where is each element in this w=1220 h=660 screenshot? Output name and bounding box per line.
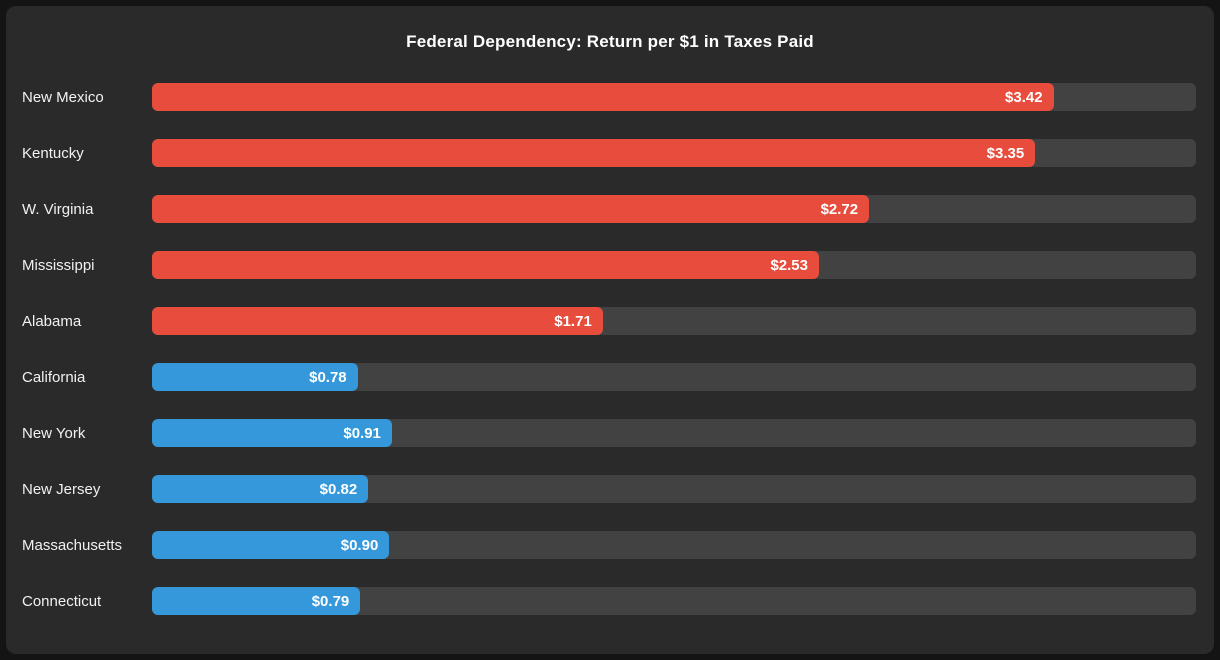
category-label: Alabama — [22, 312, 82, 330]
bar-row: Kentucky $3.35 — [6, 125, 1214, 181]
bar-track: $0.79 — [152, 587, 1196, 615]
bar-new-york: $0.91 — [152, 419, 392, 447]
category-label: W. Virginia — [22, 200, 94, 218]
bar-w-virginia: $2.72 — [152, 195, 870, 223]
bar-track: $0.90 — [152, 531, 1196, 559]
bar-mississippi: $2.53 — [152, 251, 819, 279]
bar-row: New Jersey $0.82 — [6, 461, 1214, 517]
bar-value-label: $2.72 — [820, 200, 859, 218]
bar-value-label: $0.90 — [340, 536, 379, 554]
bar-kentucky: $3.35 — [152, 139, 1036, 167]
bar-value-label: $0.82 — [319, 480, 358, 498]
category-label: Massachusetts — [22, 536, 123, 554]
chart-title: Federal Dependency: Return per $1 in Tax… — [406, 32, 814, 51]
bar-new-jersey: $0.82 — [152, 475, 369, 503]
bar-new-mexico: $3.42 — [152, 83, 1054, 111]
bar-value-label: $0.78 — [309, 368, 347, 386]
category-label: Connecticut — [22, 592, 102, 610]
bar-value-label: $1.71 — [554, 312, 592, 330]
chart-panel: Federal Dependency: Return per $1 in Tax… — [6, 6, 1214, 654]
bar-track: $0.91 — [152, 419, 1196, 447]
bar-value-label: $0.91 — [343, 424, 381, 442]
bar-value-label: $3.35 — [986, 144, 1025, 162]
bar-row: Connecticut $0.79 — [6, 573, 1214, 629]
bar-row: New Mexico $3.42 — [6, 69, 1214, 125]
category-label: Kentucky — [22, 144, 84, 162]
bar-row: W. Virginia $2.72 — [6, 181, 1214, 237]
category-label: California — [22, 368, 86, 386]
bar-alabama: $1.71 — [152, 307, 603, 335]
bar-track: $3.35 — [152, 139, 1196, 167]
bar-row: Massachusetts $0.90 — [6, 517, 1214, 573]
bar-track: $0.78 — [152, 363, 1196, 391]
bar-row: Mississippi $2.53 — [6, 237, 1214, 293]
bar-california: $0.78 — [152, 363, 358, 391]
bar-value-label: $0.79 — [311, 592, 350, 610]
bar-track: $2.53 — [152, 251, 1196, 279]
bar-track: $3.42 — [152, 83, 1196, 111]
bar-track: $2.72 — [152, 195, 1196, 223]
bar-row: Alabama $1.71 — [6, 293, 1214, 349]
category-label: New York — [22, 424, 86, 442]
bar-value-label: $2.53 — [770, 256, 808, 274]
bar-row: New York $0.91 — [6, 405, 1214, 461]
category-label: New Jersey — [22, 480, 101, 498]
bar-chart: New Mexico $3.42 Kentucky $3.35 W. Virgi… — [6, 69, 1214, 629]
category-label: New Mexico — [22, 88, 104, 106]
bar-track: $1.71 — [152, 307, 1196, 335]
bar-row: California $0.78 — [6, 349, 1214, 405]
bar-massachusetts: $0.90 — [152, 531, 390, 559]
category-label: Mississippi — [22, 256, 95, 274]
bar-value-label: $3.42 — [1005, 88, 1043, 106]
bar-track: $0.82 — [152, 475, 1196, 503]
bar-connecticut: $0.79 — [152, 587, 361, 615]
